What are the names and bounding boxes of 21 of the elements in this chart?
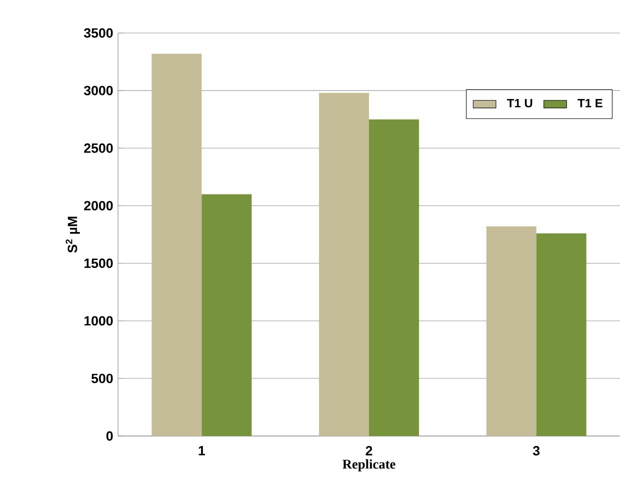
x-tick-label: 2 — [366, 446, 372, 456]
y-tick-label: 3500 — [84, 28, 113, 38]
bar — [202, 194, 252, 436]
legend-label: T1 E — [578, 99, 602, 108]
bar — [486, 226, 536, 436]
x-axis-title: Replicate — [342, 459, 396, 472]
bar — [536, 233, 586, 436]
y-tick-label: 3000 — [84, 86, 113, 96]
y-tick-label: 0 — [106, 431, 113, 441]
y-tick-label: 2500 — [84, 143, 113, 153]
bar — [369, 119, 419, 436]
y-tick-label: 1000 — [84, 316, 113, 326]
y-tick-label: 1500 — [84, 258, 113, 268]
bar — [319, 92, 370, 436]
y-tick-label: 500 — [91, 374, 113, 384]
y-axis-title: S$^{2}$ µM — [66, 216, 80, 253]
x-tick-label: 1 — [198, 446, 206, 456]
y-tick-label: 2000 — [84, 200, 113, 210]
bar — [152, 54, 202, 436]
legend-label: T1 U — [507, 99, 532, 108]
x-tick-label: 3 — [532, 446, 540, 456]
